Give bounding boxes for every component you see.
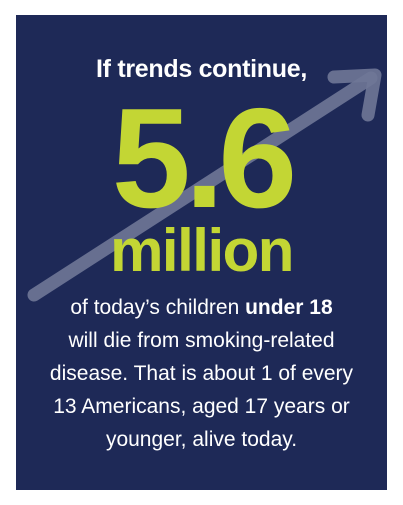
- body-line-5: younger, alive today.: [105, 428, 298, 451]
- big-unit: million: [110, 217, 294, 284]
- body-line-3: disease. That is about 1 of every: [49, 362, 354, 385]
- body-line-1: of today’s children under 18: [16, 291, 387, 324]
- body-line-2: will die from smoking-related: [68, 329, 335, 352]
- trend-up-arrow-icon: [27, 68, 382, 302]
- body-line-1-text: of today’s children: [70, 296, 246, 319]
- big-number: 5.6: [111, 79, 297, 238]
- infographic-card: If trends continue, 5.6 million of today…: [16, 15, 387, 490]
- headline: If trends continue,: [96, 55, 307, 83]
- body-text: of today’s children under 18 will die fr…: [16, 291, 387, 456]
- body-line-4: 13 Americans, aged 17 years or: [53, 395, 350, 418]
- body-line-1-bold: under 18: [245, 296, 333, 319]
